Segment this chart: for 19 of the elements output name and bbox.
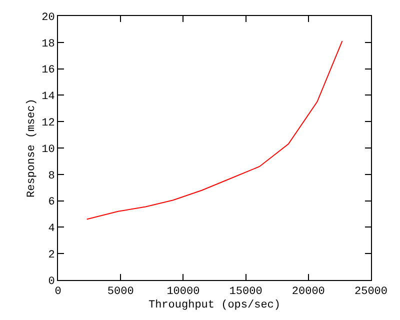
x-tick-label: 25000 — [354, 286, 388, 298]
y-tick-label: 16 — [42, 64, 55, 77]
y-tick-label: 18 — [42, 38, 55, 50]
y-tick-label: 0 — [48, 276, 55, 288]
y-tick-label: 8 — [48, 170, 55, 182]
x-tick-label: 5000 — [107, 286, 134, 298]
y-tick-label: 2 — [48, 249, 55, 262]
y-axis-title: Response (msec) — [26, 98, 38, 198]
x-axis-title: Throughput (ops/sec) — [148, 299, 281, 312]
y-tick-label: 14 — [42, 91, 56, 104]
y-tick-label: 4 — [48, 223, 56, 236]
x-tick-label: 10000 — [166, 286, 200, 298]
x-tick-label: 15000 — [229, 286, 262, 298]
y-tick-label: 12 — [42, 117, 55, 130]
y-tick-label: 20 — [42, 12, 55, 24]
x-tick-label: 20000 — [292, 286, 325, 298]
y-tick-label: 6 — [48, 196, 55, 209]
line-series — [86, 40, 343, 220]
y-tick-label: 10 — [42, 144, 55, 156]
